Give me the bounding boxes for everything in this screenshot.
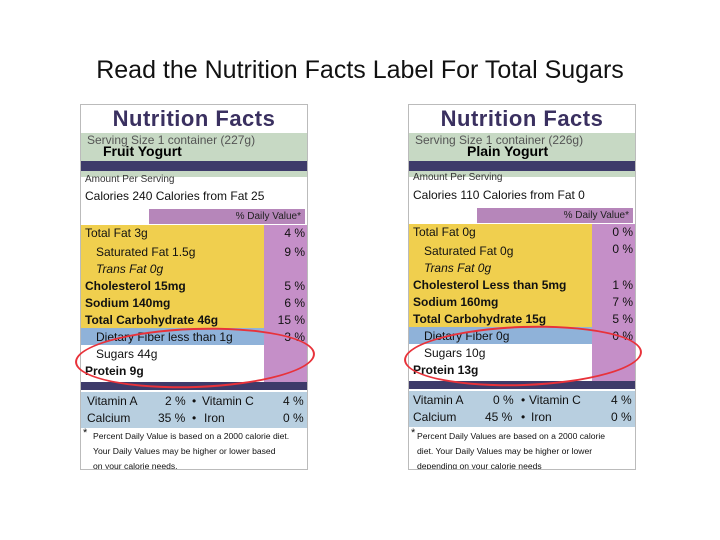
divider-bar	[81, 382, 307, 390]
footnote-line: depending on your calorie needs	[417, 461, 542, 470]
vitamin-c: Vitamin C	[529, 393, 581, 407]
cholesterol-percent: 1 %	[612, 278, 633, 292]
saturated-fat-percent: 0 %	[612, 242, 633, 256]
trans-fat: Trans Fat 0g	[96, 262, 164, 276]
divider-bar	[409, 381, 635, 389]
iron: Iron	[204, 411, 225, 425]
saturated-fat-percent: 9 %	[284, 245, 305, 259]
vitamin-a: Vitamin A	[87, 394, 138, 408]
vitamin-band	[409, 391, 635, 427]
product-name: Plain Yogurt	[467, 143, 549, 159]
total-carbohydrate-percent: 15 %	[277, 313, 305, 327]
calcium: Calcium	[87, 411, 131, 425]
saturated-fat: Saturated Fat 0g	[424, 244, 514, 258]
bullet: •	[521, 410, 526, 424]
dietary-fiber-percent: 0 %	[612, 329, 633, 343]
slide-title: Read the Nutrition Facts Label For Total…	[96, 56, 624, 84]
vitamin-a: Vitamin A	[413, 393, 464, 407]
label-header: Nutrition Facts	[112, 106, 276, 131]
vitamin-a-percent: 2 %	[165, 394, 186, 408]
total-fat: Total Fat 0g	[413, 225, 476, 239]
iron: Iron	[531, 410, 552, 424]
vitamin-a-percent: 0 %	[493, 393, 514, 407]
amount-per-serving: Amount Per Serving	[85, 174, 175, 185]
vitamin-c-percent: 4 %	[283, 394, 304, 408]
daily-value-header: % Daily Value*	[477, 208, 633, 223]
sodium-percent: 7 %	[612, 295, 633, 309]
total-fat: Total Fat 3g	[85, 226, 148, 240]
protein: Protein 13g	[413, 363, 479, 377]
calories-line: Calories 240 Calories from Fat 25	[85, 189, 265, 203]
nutrition-label-plain-yogurt: Nutrition Facts Serving Size 1 container…	[408, 104, 636, 470]
dietary-fiber: Dietary Fiber less than 1g	[96, 330, 233, 344]
protein: Protein 9g	[85, 364, 144, 378]
cholesterol: Cholesterol Less than 5mg	[413, 278, 567, 292]
divider-bar	[81, 161, 307, 171]
footnote-star: *	[83, 427, 88, 439]
vitamin-c-percent: 4 %	[611, 393, 632, 407]
nutrient-band	[409, 224, 592, 335]
vitamin-band	[81, 392, 307, 428]
calcium-percent: 45 %	[485, 410, 513, 424]
total-carbohydrate-percent: 5 %	[612, 312, 633, 326]
percent-column	[592, 224, 635, 388]
footnote-line: on your calorie needs.	[93, 461, 178, 470]
dietary-fiber-percent: 3 %	[284, 330, 305, 344]
total-fat-percent: 0 %	[612, 225, 633, 239]
sodium-percent: 6 %	[284, 296, 305, 310]
sodium: Sodium 140mg	[85, 296, 171, 310]
vitamin-c: Vitamin C	[202, 394, 254, 408]
divider-bar	[409, 161, 635, 171]
daily-value-header: % Daily Value*	[149, 209, 305, 224]
sugars: Sugars 44g	[96, 347, 158, 361]
product-name: Fruit Yogurt	[103, 143, 182, 159]
calcium-percent: 35 %	[158, 411, 186, 425]
nutrition-label-fruit-yogurt: Nutrition Facts Serving Size 1 container…	[80, 104, 308, 470]
label-header: Nutrition Facts	[440, 106, 604, 131]
bullet: •	[192, 394, 197, 408]
calories-line: Calories 110 Calories from Fat 0	[413, 188, 585, 202]
trans-fat: Trans Fat 0g	[424, 261, 492, 275]
total-fat-percent: 4 %	[284, 226, 305, 240]
sodium: Sodium 160mg	[413, 295, 499, 309]
fiber-band	[409, 327, 592, 344]
sugars: Sugars 10g	[424, 346, 486, 360]
amount-per-serving: Amount Per Serving	[413, 172, 503, 183]
bullet: •	[521, 393, 526, 407]
iron-percent: 0 %	[611, 410, 632, 424]
total-carbohydrate: Total Carbohydrate 46g	[85, 313, 219, 327]
percent-column	[264, 225, 307, 389]
footnote-line: diet. Your Daily Values may be higher or…	[417, 446, 593, 456]
nutrient-band	[81, 225, 264, 336]
total-carbohydrate: Total Carbohydrate 15g	[413, 312, 547, 326]
iron-percent: 0 %	[283, 411, 304, 425]
saturated-fat: Saturated Fat 1.5g	[96, 245, 196, 259]
cholesterol-percent: 5 %	[284, 279, 305, 293]
cholesterol: Cholesterol 15mg	[85, 279, 186, 293]
footnote-line: Your Daily Values may be higher or lower…	[93, 446, 276, 456]
serving-size: Serving Size 1 container (227g)	[87, 133, 256, 147]
calcium: Calcium	[413, 410, 457, 424]
footnote-line: Percent Daily Values are based on a 2000…	[417, 431, 606, 441]
fiber-band	[81, 328, 264, 345]
bullet: •	[192, 411, 197, 425]
serving-size: Serving Size 1 container (226g)	[415, 133, 584, 147]
dietary-fiber: Dietary Fiber 0g	[424, 329, 510, 343]
footnote-line: Percent Daily Value is based on a 2000 c…	[93, 431, 290, 441]
footnote-star: *	[411, 427, 416, 439]
